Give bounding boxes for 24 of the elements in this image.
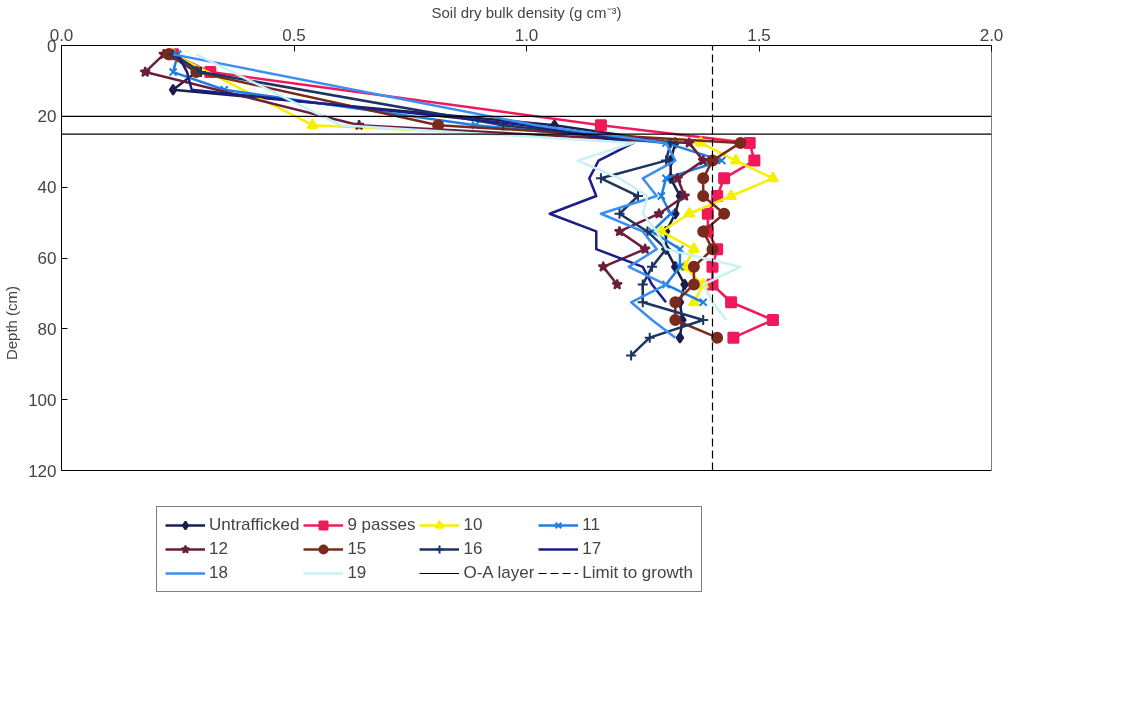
- legend-label: 9 passes: [347, 515, 416, 535]
- y-tick-label: 60: [37, 249, 57, 268]
- x-axis-title: Soil dry bulk density (g cm⁻³): [431, 3, 622, 21]
- legend-label: 11: [582, 515, 601, 535]
- x-tick-label: 1.0: [514, 25, 539, 45]
- legend-label: 16: [463, 539, 484, 559]
- y-axis-title: Depth (cm): [3, 285, 21, 361]
- y-tick-label: 40: [37, 178, 57, 198]
- y-tick-label: 100: [28, 390, 57, 410]
- legend-label: 15: [347, 539, 368, 559]
- legend-label: Limit to growth: [582, 563, 693, 583]
- legend-label: Untrafficked: [209, 515, 300, 535]
- x-tick-label: 2.0: [979, 25, 1004, 45]
- legend-label: 18: [209, 563, 229, 583]
- legend-label: 19: [347, 563, 368, 583]
- y-tick-label: 80: [37, 319, 57, 339]
- y-tick-label: 120: [28, 461, 57, 481]
- x-tick-label: 1.5: [747, 25, 771, 45]
- legend-label: 17: [582, 539, 603, 559]
- legend-label: 10: [463, 515, 484, 535]
- legend-label: O-A layer: [463, 563, 535, 583]
- y-tick-label: 20: [37, 107, 57, 127]
- legend-label: 12: [209, 539, 229, 559]
- x-tick-label: 0.5: [282, 25, 306, 45]
